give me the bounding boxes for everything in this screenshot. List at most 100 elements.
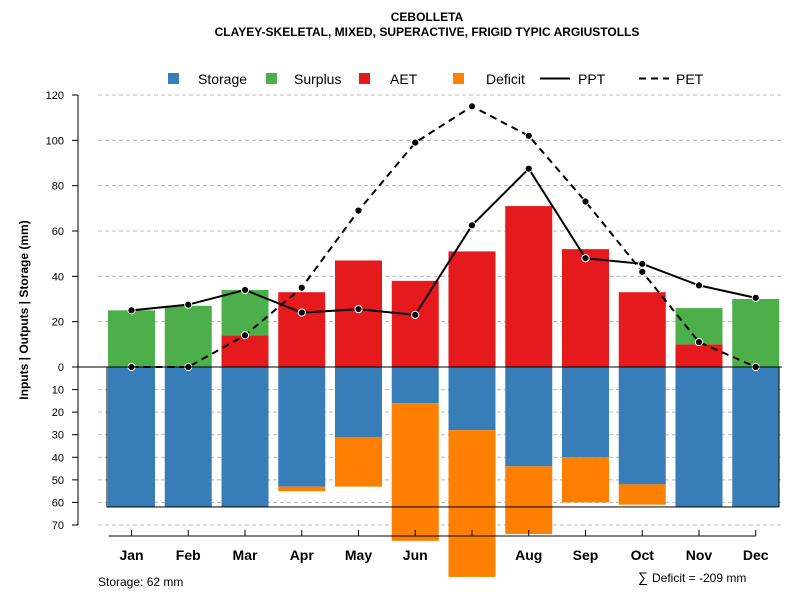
legend-label-ppt: PPT: [578, 71, 606, 87]
y-tick-label-lower-50: 50: [52, 475, 64, 487]
legend-label-deficit: Deficit: [486, 71, 525, 87]
x-tick-label-nov: Nov: [686, 547, 713, 563]
surplus-bar-dec: [732, 299, 780, 367]
pet-point-jul: [467, 102, 477, 111]
legend-swatch-aet: [359, 73, 370, 84]
surplus-bar-mar: [221, 289, 269, 336]
series-lines: [127, 102, 760, 372]
surplus-bar-feb: [164, 305, 212, 367]
deficit-bar-oct: [618, 484, 666, 505]
legend-label-surplus: Surplus: [294, 71, 341, 87]
storage-bar-mar: [221, 367, 269, 507]
storage-bar-nov: [675, 367, 723, 507]
deficit-bar-may: [335, 436, 382, 487]
ppt-point-jan: [127, 306, 136, 315]
y-tick-label-80: 80: [52, 181, 64, 193]
pet-line: [131, 105, 757, 368]
aet-bar-jun: [391, 280, 439, 367]
y-tick-label-40: 40: [52, 271, 64, 283]
x-tick-label-mar: Mar: [233, 547, 258, 563]
y-tick-label-lower-60: 60: [52, 497, 64, 509]
y-tick-label-lower-40: 40: [52, 452, 64, 464]
gridlines: [98, 94, 782, 526]
aet-bar-mar: [221, 335, 269, 367]
ppt-line: [131, 167, 756, 316]
deficit-footnote: Deficit = -209 mm: [652, 571, 746, 585]
pet-point-nov: [694, 337, 704, 347]
axes: 0 20 40 60 80 100 120 10 20 30 40 50 60 70 Jan Feb Mar Ap…: [46, 90, 782, 563]
deficit-bar-aug: [505, 466, 553, 535]
ppt-point-dec: [751, 293, 760, 302]
pet-point-mar: [240, 331, 250, 340]
x-tick-label-aug: Aug: [515, 547, 542, 563]
pet-point-oct: [638, 267, 647, 276]
y-tick-label-0: 0: [58, 362, 64, 374]
ppt-point-jul: [467, 221, 477, 230]
bars: [106, 206, 780, 577]
x-tick-label-jan: Jan: [119, 547, 143, 563]
deficit-bar-sep: [562, 457, 609, 503]
y-tick-label-lower-70: 70: [52, 520, 64, 532]
x-tick-label-oct: Oct: [631, 547, 655, 563]
storage-bar-aug: [505, 367, 553, 467]
aet-bar-oct: [618, 292, 666, 367]
storage-bar-may: [335, 367, 382, 437]
pet-point-sep: [581, 197, 590, 206]
storage-bar-oct: [618, 367, 666, 485]
ppt-point-apr: [297, 308, 306, 317]
x-tick-label-sep: Sep: [573, 547, 599, 563]
storage-footnote: Storage: 62 mm: [98, 575, 183, 589]
ppt-point-oct: [638, 259, 647, 268]
storage-bar-jul: [448, 367, 496, 431]
ppt-point-sep: [581, 254, 590, 263]
deficit-bar-apr: [278, 486, 326, 492]
pet-point-aug: [524, 131, 533, 140]
ppt-point-nov: [694, 281, 704, 290]
pet-point-apr: [297, 283, 306, 292]
x-tick-label-feb: Feb: [176, 547, 201, 563]
storage-bar-sep: [562, 367, 609, 458]
storage-bar-feb: [164, 367, 212, 507]
x-tick-label-may: May: [345, 547, 372, 563]
ppt-point-mar: [240, 285, 250, 295]
legend-swatch-surplus: [266, 73, 277, 84]
y-tick-label-20: 20: [52, 317, 64, 329]
ppt-point-aug: [524, 164, 533, 173]
storage-bar-jan: [108, 367, 155, 507]
legend-label-storage: Storage: [198, 71, 247, 87]
storage-bar-jun: [391, 367, 439, 404]
ppt-point-feb: [184, 300, 193, 309]
ppt-point-may: [354, 305, 363, 314]
surplus-bar-jan: [108, 310, 155, 367]
storage-bar-dec: [732, 367, 780, 507]
aet-bar-apr: [278, 292, 326, 367]
x-tick-label-jun: Jun: [403, 547, 428, 563]
chart-subtitle: CLAYEY-SKELETAL, MIXED, SUPERACTIVE, FRI…: [215, 25, 640, 39]
y-tick-label-120: 120: [46, 90, 64, 102]
aet-bar-may: [335, 260, 382, 367]
deficit-bar-jul: [448, 430, 496, 577]
legend-label-pet: PET: [676, 71, 704, 87]
y-tick-label-lower-30: 30: [52, 430, 64, 442]
y-axis-label: Inputs | Outputs | Storage (mm): [17, 220, 31, 399]
pet-point-jun: [411, 138, 420, 147]
chart-title: CEBOLLETA: [391, 10, 464, 24]
y-tick-label-lower-20: 20: [52, 407, 64, 419]
y-tick-label-100: 100: [46, 135, 64, 147]
deficit-sum-symbol: ∑: [638, 569, 648, 585]
x-tick-label-apr: Apr: [290, 547, 315, 563]
storage-bar-apr: [278, 367, 326, 487]
legend-swatch-storage: [168, 73, 179, 84]
aet-bar-aug: [505, 206, 553, 367]
aet-bar-sep: [562, 249, 609, 367]
legend-swatch-deficit: [453, 73, 464, 84]
x-tick-label-dec: Dec: [743, 547, 769, 563]
deficit-bar-jun: [391, 403, 439, 541]
pet-point-may: [354, 206, 363, 215]
x-tick-label-jul: Jul: [462, 547, 482, 563]
y-tick-label-lower-10: 10: [52, 385, 64, 397]
ppt-point-jun: [411, 310, 420, 319]
y-tick-label-60: 60: [52, 226, 64, 238]
legend: Storage Surplus AET Deficit PPT PET: [168, 71, 704, 87]
